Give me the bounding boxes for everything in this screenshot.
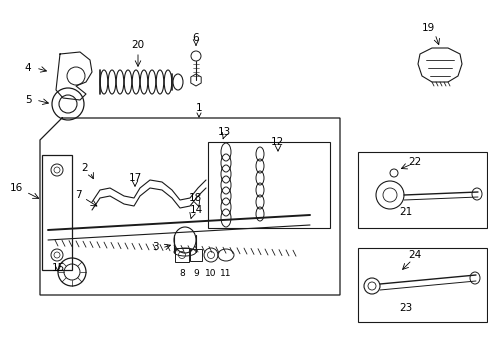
Text: 10: 10 <box>205 269 216 278</box>
Text: 22: 22 <box>407 157 421 167</box>
Text: 3: 3 <box>151 242 158 252</box>
Text: 14: 14 <box>189 205 202 215</box>
Text: 17: 17 <box>128 173 142 183</box>
Text: 15: 15 <box>51 263 64 273</box>
Bar <box>357 152 486 228</box>
Text: 8: 8 <box>179 269 184 278</box>
Text: 13: 13 <box>217 127 230 137</box>
Text: 24: 24 <box>407 250 421 260</box>
Text: 1: 1 <box>195 103 202 117</box>
Text: 4: 4 <box>24 63 31 73</box>
Text: 2: 2 <box>81 163 88 173</box>
Bar <box>357 248 486 322</box>
Text: 16: 16 <box>9 183 22 193</box>
Text: 7: 7 <box>75 190 81 200</box>
Bar <box>190 249 202 261</box>
Text: 5: 5 <box>24 95 31 105</box>
Text: 11: 11 <box>220 269 231 278</box>
Text: 21: 21 <box>399 207 412 217</box>
Text: 20: 20 <box>131 40 144 50</box>
Text: 18: 18 <box>188 193 201 203</box>
Text: 9: 9 <box>193 269 199 278</box>
Text: 6: 6 <box>192 33 199 43</box>
Text: 19: 19 <box>421 23 434 33</box>
Text: 23: 23 <box>399 303 412 313</box>
Bar <box>175 248 189 262</box>
Text: 12: 12 <box>270 137 283 147</box>
Bar <box>207 142 329 228</box>
